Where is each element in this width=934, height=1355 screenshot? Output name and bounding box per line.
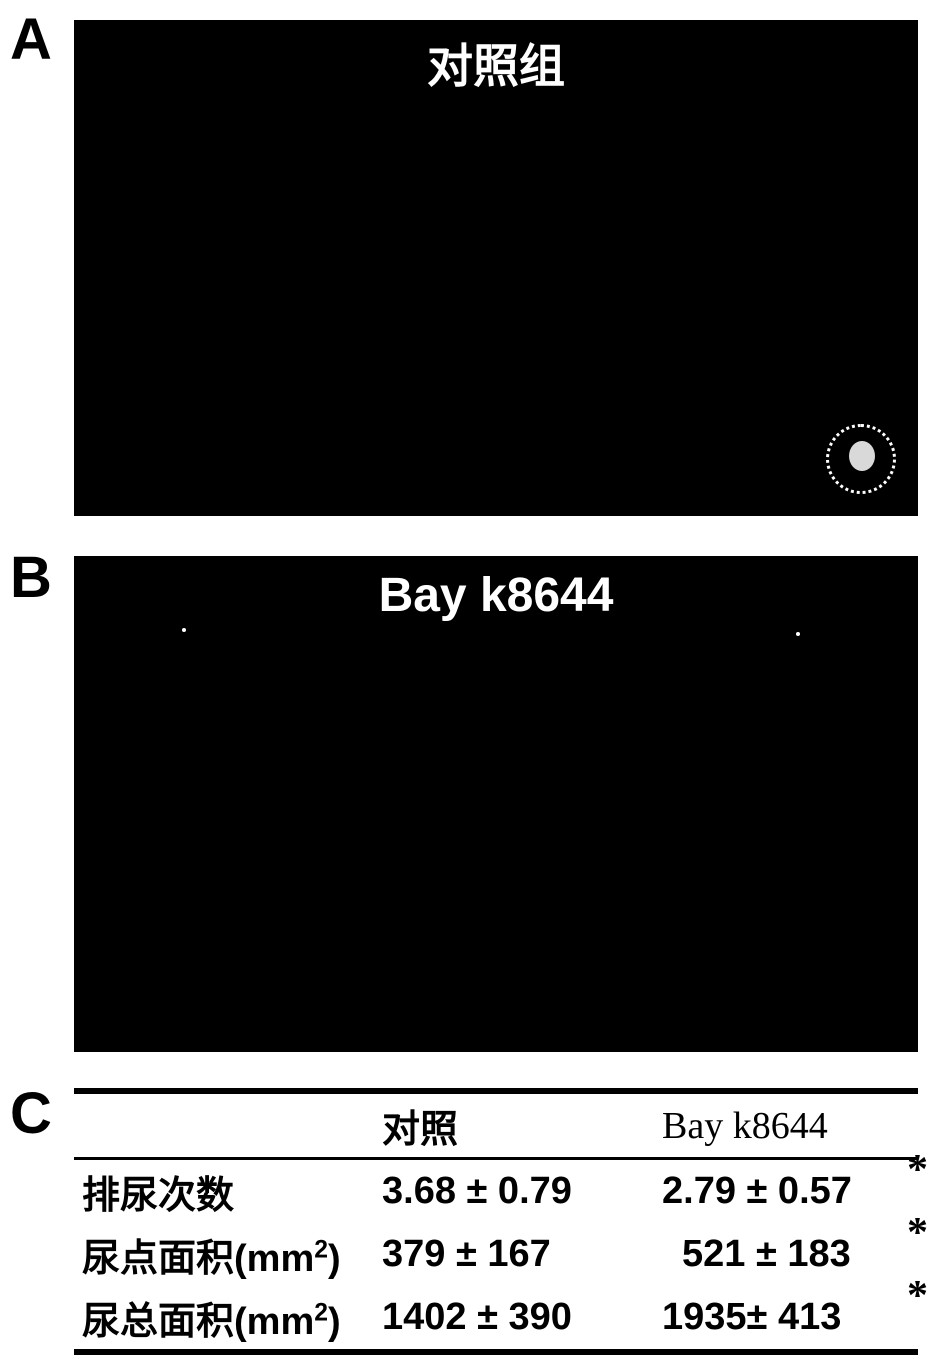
row1-control: 3.68 ± 0.79: [374, 1159, 654, 1224]
panel-label-c: C: [10, 1080, 52, 1147]
table-row: 尿点面积(mm2) 379 ± 167 521 ± 183 *: [74, 1223, 918, 1286]
row3-control: 1402 ± 390: [374, 1286, 654, 1352]
sig-star: *: [907, 1209, 928, 1257]
table-row: 排尿次数 3.68 ± 0.79 2.79 ± 0.57 *: [74, 1159, 918, 1224]
panel-c-table: 对照 Bay k8644 排尿次数 3.68 ± 0.79 2.79 ± 0.5…: [74, 1088, 918, 1355]
row-label-1: 排尿次数: [74, 1159, 374, 1224]
sig-star: *: [907, 1272, 928, 1320]
panel-b-image: Bay k8644: [74, 556, 918, 1052]
col-treatment: Bay k8644: [654, 1091, 918, 1159]
panel-label-b: B: [10, 544, 52, 611]
row-label-2: 尿点面积(mm2): [74, 1223, 374, 1286]
urine-spot-ring-core: [849, 441, 875, 471]
panel-a-image: 对照组: [74, 20, 918, 516]
panel-label-a: A: [10, 6, 52, 73]
table-header-row: 对照 Bay k8644: [74, 1091, 918, 1159]
col-control: 对照: [374, 1091, 654, 1159]
results-table: 对照 Bay k8644 排尿次数 3.68 ± 0.79 2.79 ± 0.5…: [74, 1088, 918, 1355]
row1-treat: 2.79 ± 0.57 *: [654, 1159, 918, 1224]
row2-control: 379 ± 167: [374, 1223, 654, 1286]
row3-treat: 1935± 413 *: [654, 1286, 918, 1352]
speck-1: [182, 628, 186, 632]
table-row: 尿总面积(mm2) 1402 ± 390 1935± 413 *: [74, 1286, 918, 1352]
sig-star: *: [907, 1146, 928, 1194]
col-blank: [74, 1091, 374, 1159]
panel-b-title: Bay k8644: [78, 568, 914, 623]
figure-root: A 对照组 B Bay k8644 C 对照 Bay k8644: [0, 0, 934, 1319]
speck-2: [796, 632, 800, 636]
row-label-3: 尿总面积(mm2): [74, 1286, 374, 1352]
row2-treat: 521 ± 183 *: [654, 1223, 918, 1286]
urine-spot-ring: [826, 424, 896, 494]
panel-a-title: 对照组: [78, 30, 914, 96]
